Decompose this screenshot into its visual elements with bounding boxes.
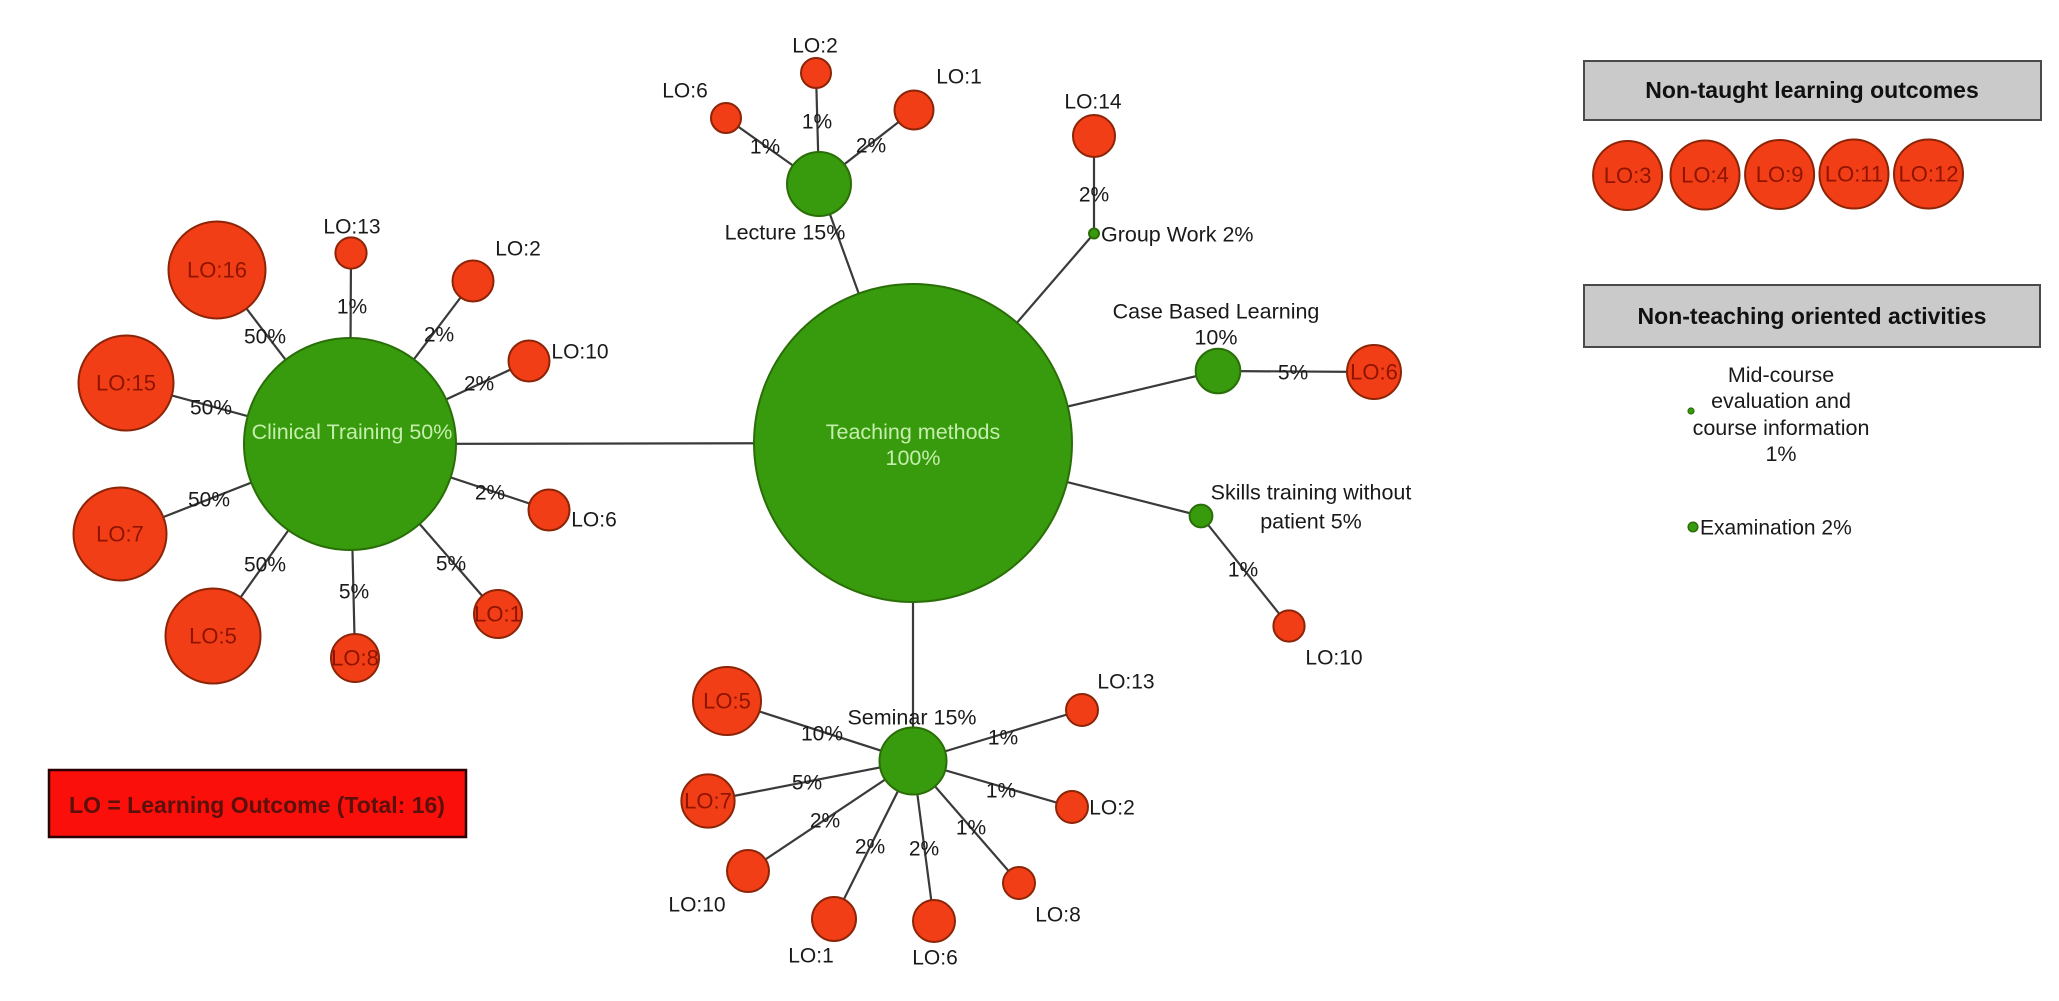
svg-text:LO:9: LO:9 <box>1756 162 1804 187</box>
svg-text:LO:13: LO:13 <box>1097 671 1154 694</box>
svg-text:10%: 10% <box>1194 326 1237 350</box>
svg-text:2%: 2% <box>810 810 840 833</box>
svg-text:Mid-course: Mid-course <box>1728 363 1834 387</box>
svg-text:LO:6: LO:6 <box>1350 360 1398 385</box>
svg-text:Teaching methods: Teaching methods <box>826 420 1001 444</box>
svg-text:LO:12: LO:12 <box>1899 162 1959 187</box>
svg-text:Examination 2%: Examination 2% <box>1700 517 1852 540</box>
svg-text:LO:4: LO:4 <box>1681 163 1729 188</box>
svg-text:50%: 50% <box>244 554 286 577</box>
svg-text:course information: course information <box>1693 416 1870 440</box>
svg-text:LO:1: LO:1 <box>474 602 522 627</box>
svg-text:LO:7: LO:7 <box>96 522 144 547</box>
svg-text:Case Based Learning: Case Based Learning <box>1113 300 1320 324</box>
svg-text:LO = Learning Outcome (Total:: LO = Learning Outcome (Total: 16) <box>69 792 445 818</box>
svg-text:LO:16: LO:16 <box>187 258 247 283</box>
svg-text:2%: 2% <box>855 836 885 859</box>
svg-text:LO:15: LO:15 <box>96 371 156 396</box>
svg-text:Non-taught learning outcomes: Non-taught learning outcomes <box>1645 77 1979 103</box>
svg-text:Non-teaching oriented activiti: Non-teaching oriented activities <box>1638 303 1987 329</box>
svg-text:LO:5: LO:5 <box>703 689 751 714</box>
svg-text:50%: 50% <box>190 397 232 420</box>
svg-text:2%: 2% <box>464 373 494 396</box>
svg-text:evaluation and: evaluation and <box>1711 389 1851 413</box>
svg-text:LO:3: LO:3 <box>1604 163 1652 188</box>
svg-text:1%: 1% <box>750 136 780 159</box>
svg-text:1%: 1% <box>337 296 367 319</box>
svg-text:50%: 50% <box>188 489 230 512</box>
svg-text:Lecture 15%: Lecture 15% <box>725 221 846 245</box>
svg-text:Seminar 15%: Seminar 15% <box>847 706 976 730</box>
svg-text:Group Work 2%: Group Work 2% <box>1101 223 1254 247</box>
svg-text:100%: 100% <box>886 446 941 470</box>
svg-text:Clinical Training 50%: Clinical Training 50% <box>252 420 453 444</box>
svg-text:LO:10: LO:10 <box>668 894 725 917</box>
svg-text:LO:8: LO:8 <box>1035 904 1081 927</box>
svg-text:5%: 5% <box>436 553 466 576</box>
svg-text:LO:10: LO:10 <box>1305 647 1362 670</box>
svg-text:LO:2: LO:2 <box>1089 797 1135 820</box>
svg-text:LO:10: LO:10 <box>551 341 608 364</box>
svg-text:Skills training without: Skills training without <box>1211 481 1412 505</box>
svg-text:50%: 50% <box>244 326 286 349</box>
svg-text:LO:14: LO:14 <box>1064 91 1122 114</box>
svg-text:1%: 1% <box>802 111 832 134</box>
svg-text:LO:13: LO:13 <box>323 216 380 239</box>
svg-text:2%: 2% <box>909 838 939 861</box>
svg-text:1%: 1% <box>956 817 986 840</box>
svg-text:2%: 2% <box>1079 184 1109 207</box>
svg-text:1%: 1% <box>1228 559 1258 582</box>
svg-text:LO:8: LO:8 <box>331 646 379 671</box>
svg-text:LO:6: LO:6 <box>662 80 708 103</box>
svg-text:2%: 2% <box>475 482 505 505</box>
svg-text:LO:11: LO:11 <box>1825 162 1883 187</box>
svg-text:LO:6: LO:6 <box>571 509 617 532</box>
svg-text:1%: 1% <box>986 780 1016 803</box>
svg-text:1%: 1% <box>988 727 1018 750</box>
svg-text:LO:5: LO:5 <box>189 624 237 649</box>
svg-text:5%: 5% <box>792 772 822 795</box>
svg-text:LO:1: LO:1 <box>788 945 834 968</box>
svg-text:LO:2: LO:2 <box>495 238 541 261</box>
svg-text:5%: 5% <box>339 581 369 604</box>
svg-text:LO:6: LO:6 <box>912 947 958 970</box>
svg-text:LO:7: LO:7 <box>684 789 732 814</box>
svg-text:1%: 1% <box>1765 442 1796 466</box>
svg-text:LO:1: LO:1 <box>936 66 982 89</box>
svg-text:5%: 5% <box>1278 362 1308 385</box>
svg-text:patient 5%: patient 5% <box>1260 510 1362 534</box>
svg-text:2%: 2% <box>424 324 454 347</box>
svg-text:2%: 2% <box>856 135 886 158</box>
svg-text:10%: 10% <box>801 723 843 746</box>
svg-text:LO:2: LO:2 <box>792 35 838 58</box>
